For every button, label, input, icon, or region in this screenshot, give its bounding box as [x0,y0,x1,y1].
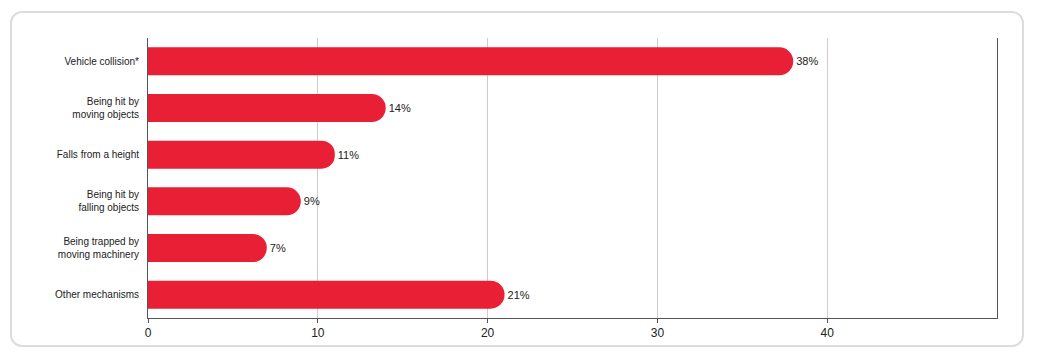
svg-text:40: 40 [821,326,835,340]
svg-text:Being trapped bymoving machine: Being trapped bymoving machinery [58,236,139,260]
svg-text:Being hit byfalling objects: Being hit byfalling objects [78,189,139,213]
svg-text:Being hit bymoving objects: Being hit bymoving objects [72,96,139,120]
svg-text:10: 10 [311,326,325,340]
svg-text:Vehicle collision*: Vehicle collision* [65,56,140,67]
svg-text:9%: 9% [304,195,320,207]
svg-text:38%: 38% [796,55,818,67]
svg-text:Falls from a height: Falls from a height [57,149,139,160]
svg-text:0: 0 [145,326,152,340]
svg-text:14%: 14% [389,102,411,114]
svg-text:20: 20 [481,326,495,340]
svg-text:11%: 11% [338,149,359,161]
svg-text:30: 30 [651,326,665,340]
svg-text:Other mechanisms: Other mechanisms [55,289,139,300]
svg-text:7%: 7% [270,242,286,254]
svg-text:21%: 21% [508,289,530,301]
